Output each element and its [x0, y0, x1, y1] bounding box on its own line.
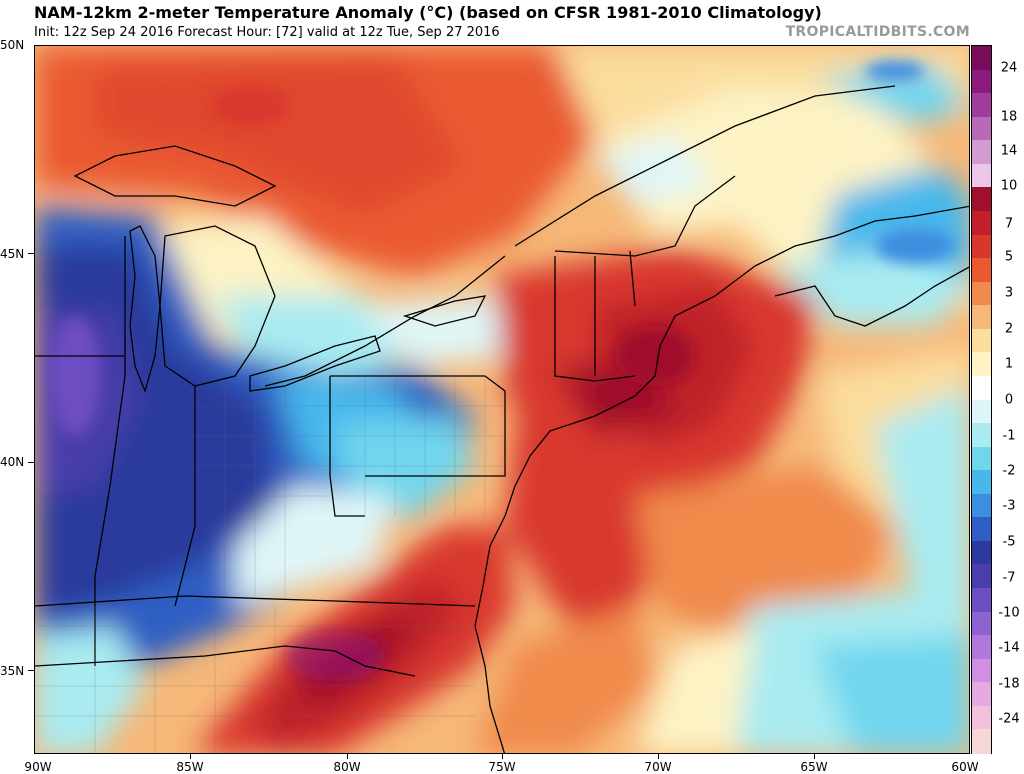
- colorbar-label: -1: [1002, 428, 1016, 444]
- colorbar-segment: [972, 234, 991, 259]
- lon-label-75w: 75W: [488, 760, 516, 774]
- lat-label-35n: 35N: [0, 664, 25, 678]
- chart-title: NAM-12km 2-meter Temperature Anomaly (°C…: [34, 3, 822, 22]
- colorbar-segment: [972, 705, 991, 731]
- lon-label-60w: 60W: [951, 760, 979, 774]
- lat-tick: [28, 670, 34, 671]
- colorbar-segment: [972, 399, 991, 424]
- colorbar-label: 24: [1000, 60, 1018, 76]
- lat-tick: [28, 462, 34, 463]
- colorbar-segment: [972, 588, 991, 613]
- colorbar-label: -14: [998, 640, 1020, 656]
- lon-tick: [814, 754, 815, 759]
- colorbar-segment: [972, 93, 991, 118]
- colorbar-segment: [972, 187, 991, 212]
- colorbar-segment: [972, 635, 991, 660]
- colorbar-segment: [972, 281, 991, 306]
- colorbar-segment: [972, 328, 991, 353]
- colorbar-segment: [972, 729, 991, 754]
- lat-label-45n: 45N: [0, 247, 25, 261]
- colorbar-segment: [972, 446, 991, 471]
- colorbar-segment: [972, 611, 991, 636]
- colorbar-segment: [972, 116, 991, 141]
- colorbar-label: -2: [1002, 463, 1016, 479]
- colorbar-segment: [972, 258, 991, 283]
- colorbar-label: 1: [1004, 356, 1014, 372]
- colorbar-label: -5: [1002, 534, 1016, 550]
- brand-watermark: TROPICALTIDBITS.COM: [785, 24, 970, 40]
- boundaries: [35, 85, 969, 753]
- colorbar-label: -18: [998, 676, 1020, 692]
- colorbar-label: -7: [1002, 570, 1016, 586]
- colorbar-label: 18: [1000, 109, 1018, 125]
- colorbar-label: -3: [1002, 498, 1016, 514]
- chart-subtitle: Init: 12z Sep 24 2016 Forecast Hour: [72…: [34, 25, 500, 40]
- anomaly-map: [34, 45, 970, 754]
- lon-tick: [190, 754, 191, 759]
- colorbar-segment: [972, 493, 991, 518]
- county-lines: [35, 376, 505, 753]
- lon-label-85w: 85W: [176, 760, 204, 774]
- colorbar: [971, 45, 992, 754]
- colorbar-segment: [972, 140, 991, 165]
- colorbar-label: 10: [1000, 178, 1018, 194]
- colorbar-segment: [972, 375, 991, 401]
- lon-tick: [502, 754, 503, 759]
- colorbar-segment: [972, 470, 991, 495]
- lon-tick: [347, 754, 348, 759]
- colorbar-label: -10: [998, 605, 1020, 621]
- colorbar-segment: [972, 305, 991, 330]
- anomaly-detail: [50, 61, 955, 681]
- colorbar-segment: [972, 540, 991, 566]
- colorbar-segment: [972, 682, 991, 707]
- colorbar-label: 3: [1004, 285, 1014, 301]
- colorbar-segment: [972, 517, 991, 542]
- colorbar-label: 7: [1004, 216, 1014, 232]
- colorbar-label: 5: [1004, 249, 1014, 265]
- colorbar-label: 2: [1004, 321, 1014, 337]
- colorbar-label: -24: [998, 711, 1020, 727]
- colorbar-label: 0: [1004, 392, 1014, 408]
- lon-label-90w: 90W: [24, 760, 52, 774]
- colorbar-segment: [972, 423, 991, 448]
- colorbar-label: 14: [1000, 143, 1018, 159]
- colorbar-segment: [972, 564, 991, 589]
- colorbar-segment: [972, 210, 991, 236]
- lat-label-40n: 40N: [0, 455, 25, 469]
- colorbar-segment: [972, 46, 991, 71]
- lon-label-70w: 70W: [644, 760, 672, 774]
- lon-label-80w: 80W: [333, 760, 361, 774]
- lat-tick: [28, 253, 34, 254]
- lon-label-65w: 65W: [800, 760, 828, 774]
- map-canvas: [35, 46, 969, 753]
- colorbar-segment: [972, 352, 991, 377]
- colorbar-segment: [972, 163, 991, 188]
- lon-tick: [658, 754, 659, 759]
- lat-label-50n: 50N: [0, 38, 25, 52]
- colorbar-segment: [972, 658, 991, 683]
- colorbar-segment: [972, 69, 991, 94]
